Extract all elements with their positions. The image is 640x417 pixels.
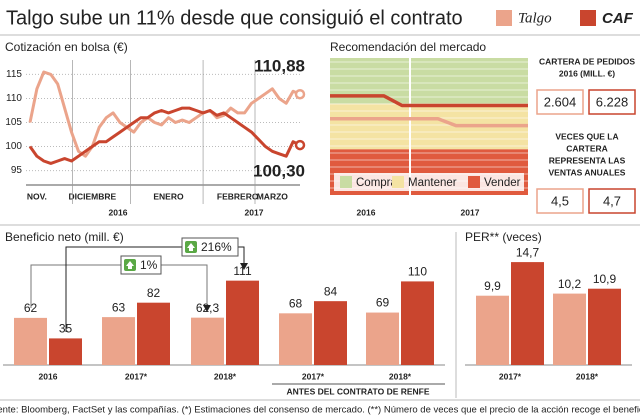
value-label: 110	[408, 265, 427, 279]
source-note: Fuente: Bloomberg, FactSet y las compañí…	[0, 405, 640, 416]
bar	[401, 281, 434, 365]
legend-swatch	[496, 10, 512, 26]
bar	[476, 295, 509, 365]
value-label: 10,2	[558, 277, 582, 291]
value-label: 82	[147, 286, 161, 300]
series-line	[28, 106, 301, 165]
legend-swatch	[580, 10, 596, 26]
bar	[137, 302, 170, 365]
x-tick-label: 2018*	[389, 371, 412, 381]
up-arrow	[126, 261, 134, 269]
x-tick-label: 2017*	[302, 371, 325, 381]
x-tick-label: NOV.	[27, 191, 47, 201]
y-tick-label: 100	[5, 141, 22, 152]
value-label: 69	[376, 296, 390, 310]
chart-title: Cotización en bolsa (€)	[5, 40, 128, 54]
legend-swatch	[392, 176, 404, 188]
end-label: 100,30	[253, 162, 305, 181]
arrow-head	[203, 305, 211, 312]
end-point	[294, 88, 306, 100]
legend-label: Vender	[484, 177, 521, 189]
up-arrow	[187, 243, 195, 251]
connector	[30, 264, 208, 308]
series-line	[28, 70, 301, 158]
bar	[366, 312, 399, 365]
box-value: 4,7	[603, 193, 621, 208]
x-tick-label: 2018*	[576, 371, 599, 381]
legend-swatch	[468, 176, 480, 188]
bar	[102, 317, 135, 365]
box-heading: 2016 (MILL. €)	[559, 68, 615, 78]
box-heading: REPRESENTA LAS	[549, 155, 626, 165]
page-title: Talgo sube un 11% desde que consiguió el…	[6, 7, 463, 29]
x-tick-label: 2017*	[125, 371, 148, 381]
bar	[279, 313, 312, 365]
value-box	[536, 89, 584, 115]
year-label: 2016	[109, 207, 128, 217]
value-box	[536, 188, 584, 214]
bar	[553, 293, 586, 365]
legend-label: Mantener	[408, 177, 457, 189]
connector	[65, 246, 245, 332]
legend-label: Comprar	[356, 177, 401, 189]
year-label: 2017	[461, 207, 480, 217]
x-tick-label: DICIEMBRE	[68, 191, 116, 201]
box-heading: CARTERA	[566, 143, 608, 153]
bar	[314, 301, 347, 365]
box-heading: VECES QUE LA	[555, 131, 618, 141]
end-point	[294, 139, 306, 151]
legend-label: CAF	[602, 10, 634, 27]
legend-swatch	[340, 176, 352, 188]
y-tick-label: 105	[5, 117, 22, 128]
x-tick-label: FEBRERO	[217, 191, 259, 201]
y-tick-label: 110	[6, 93, 22, 104]
y-tick-label: 95	[11, 165, 23, 176]
value-label: 10,9	[593, 272, 617, 286]
year-label: 2017	[245, 207, 264, 217]
value-label: 62	[24, 301, 38, 315]
bar	[14, 317, 47, 365]
value-box	[588, 89, 636, 115]
chart-title: Recomendación del mercado	[330, 40, 486, 54]
bar	[588, 288, 621, 365]
bar	[191, 317, 224, 365]
y-tick-label: 115	[6, 69, 22, 80]
value-label: 84	[324, 284, 338, 298]
box-value: 2.604	[544, 94, 577, 109]
x-tick-label: MARZO	[257, 191, 289, 201]
series-line	[330, 116, 528, 128]
bar	[49, 338, 82, 365]
box-value: 6.228	[596, 94, 629, 109]
annotation: 1%	[140, 258, 158, 272]
x-tick-label: 2018*	[214, 371, 237, 381]
value-label: 9,9	[484, 279, 501, 293]
chart-title: Beneficio neto (mill. €)	[5, 230, 124, 244]
group-label: ANTES DEL CONTRATO DE RENFE	[286, 386, 429, 396]
year-label: 2016	[357, 207, 376, 217]
series-line	[330, 94, 528, 108]
value-box	[588, 188, 636, 214]
legend-label: Talgo	[518, 10, 552, 26]
box-heading: CARTERA DE PEDIDOS	[539, 56, 635, 66]
bar	[226, 280, 259, 365]
value-label: 68	[289, 296, 303, 310]
bar	[511, 262, 544, 365]
value-label: 111	[233, 264, 252, 278]
chart-title: PER** (veces)	[465, 230, 542, 244]
x-tick-label: 2016	[39, 371, 58, 381]
box-value: 4,5	[551, 193, 569, 208]
value-label: 14,7	[516, 245, 540, 259]
x-tick-label: ENERO	[153, 191, 184, 201]
value-label: 63	[112, 300, 126, 314]
annotation: 216%	[201, 240, 232, 254]
end-label: 110,88	[254, 57, 305, 76]
box-heading: VENTAS ANUALES	[549, 167, 626, 177]
arrow-head	[240, 263, 248, 270]
x-tick-label: 2017*	[499, 371, 522, 381]
